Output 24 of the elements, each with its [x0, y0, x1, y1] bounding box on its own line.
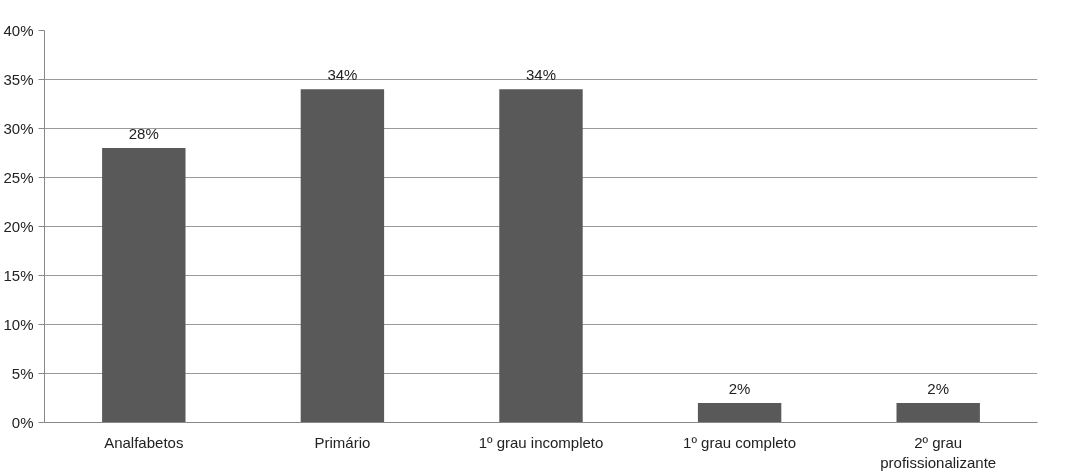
x-tick-label: Analfabetos: [104, 433, 184, 451]
bar: [499, 89, 583, 423]
data-label: 2%: [927, 379, 950, 397]
x-tick-label: 2º grau profissionalizante: [880, 433, 997, 471]
x-tick-label: 1º grau completo: [683, 433, 797, 451]
y-tick-label: 20%: [3, 218, 34, 235]
y-tick-label: 35%: [3, 71, 34, 88]
x-tick-label: Primário: [314, 433, 371, 451]
data-label: 28%: [128, 125, 159, 143]
bar: [300, 89, 385, 423]
bar: [896, 402, 980, 423]
y-tick-label: 15%: [3, 267, 34, 284]
bar: [102, 148, 186, 423]
y-tick-label: 0%: [11, 414, 34, 431]
y-tick-label: 30%: [3, 120, 34, 137]
y-tick-label: 25%: [3, 169, 34, 186]
data-label: 34%: [525, 66, 557, 84]
bar: [697, 402, 782, 423]
y-tick-label: 10%: [3, 316, 34, 333]
data-label: 2%: [728, 379, 751, 397]
data-label: 34%: [327, 66, 358, 84]
y-tick-label: 40%: [3, 22, 34, 39]
x-tick-label: 1º grau incompleto: [478, 433, 604, 451]
y-tick-label: 5%: [11, 365, 34, 382]
